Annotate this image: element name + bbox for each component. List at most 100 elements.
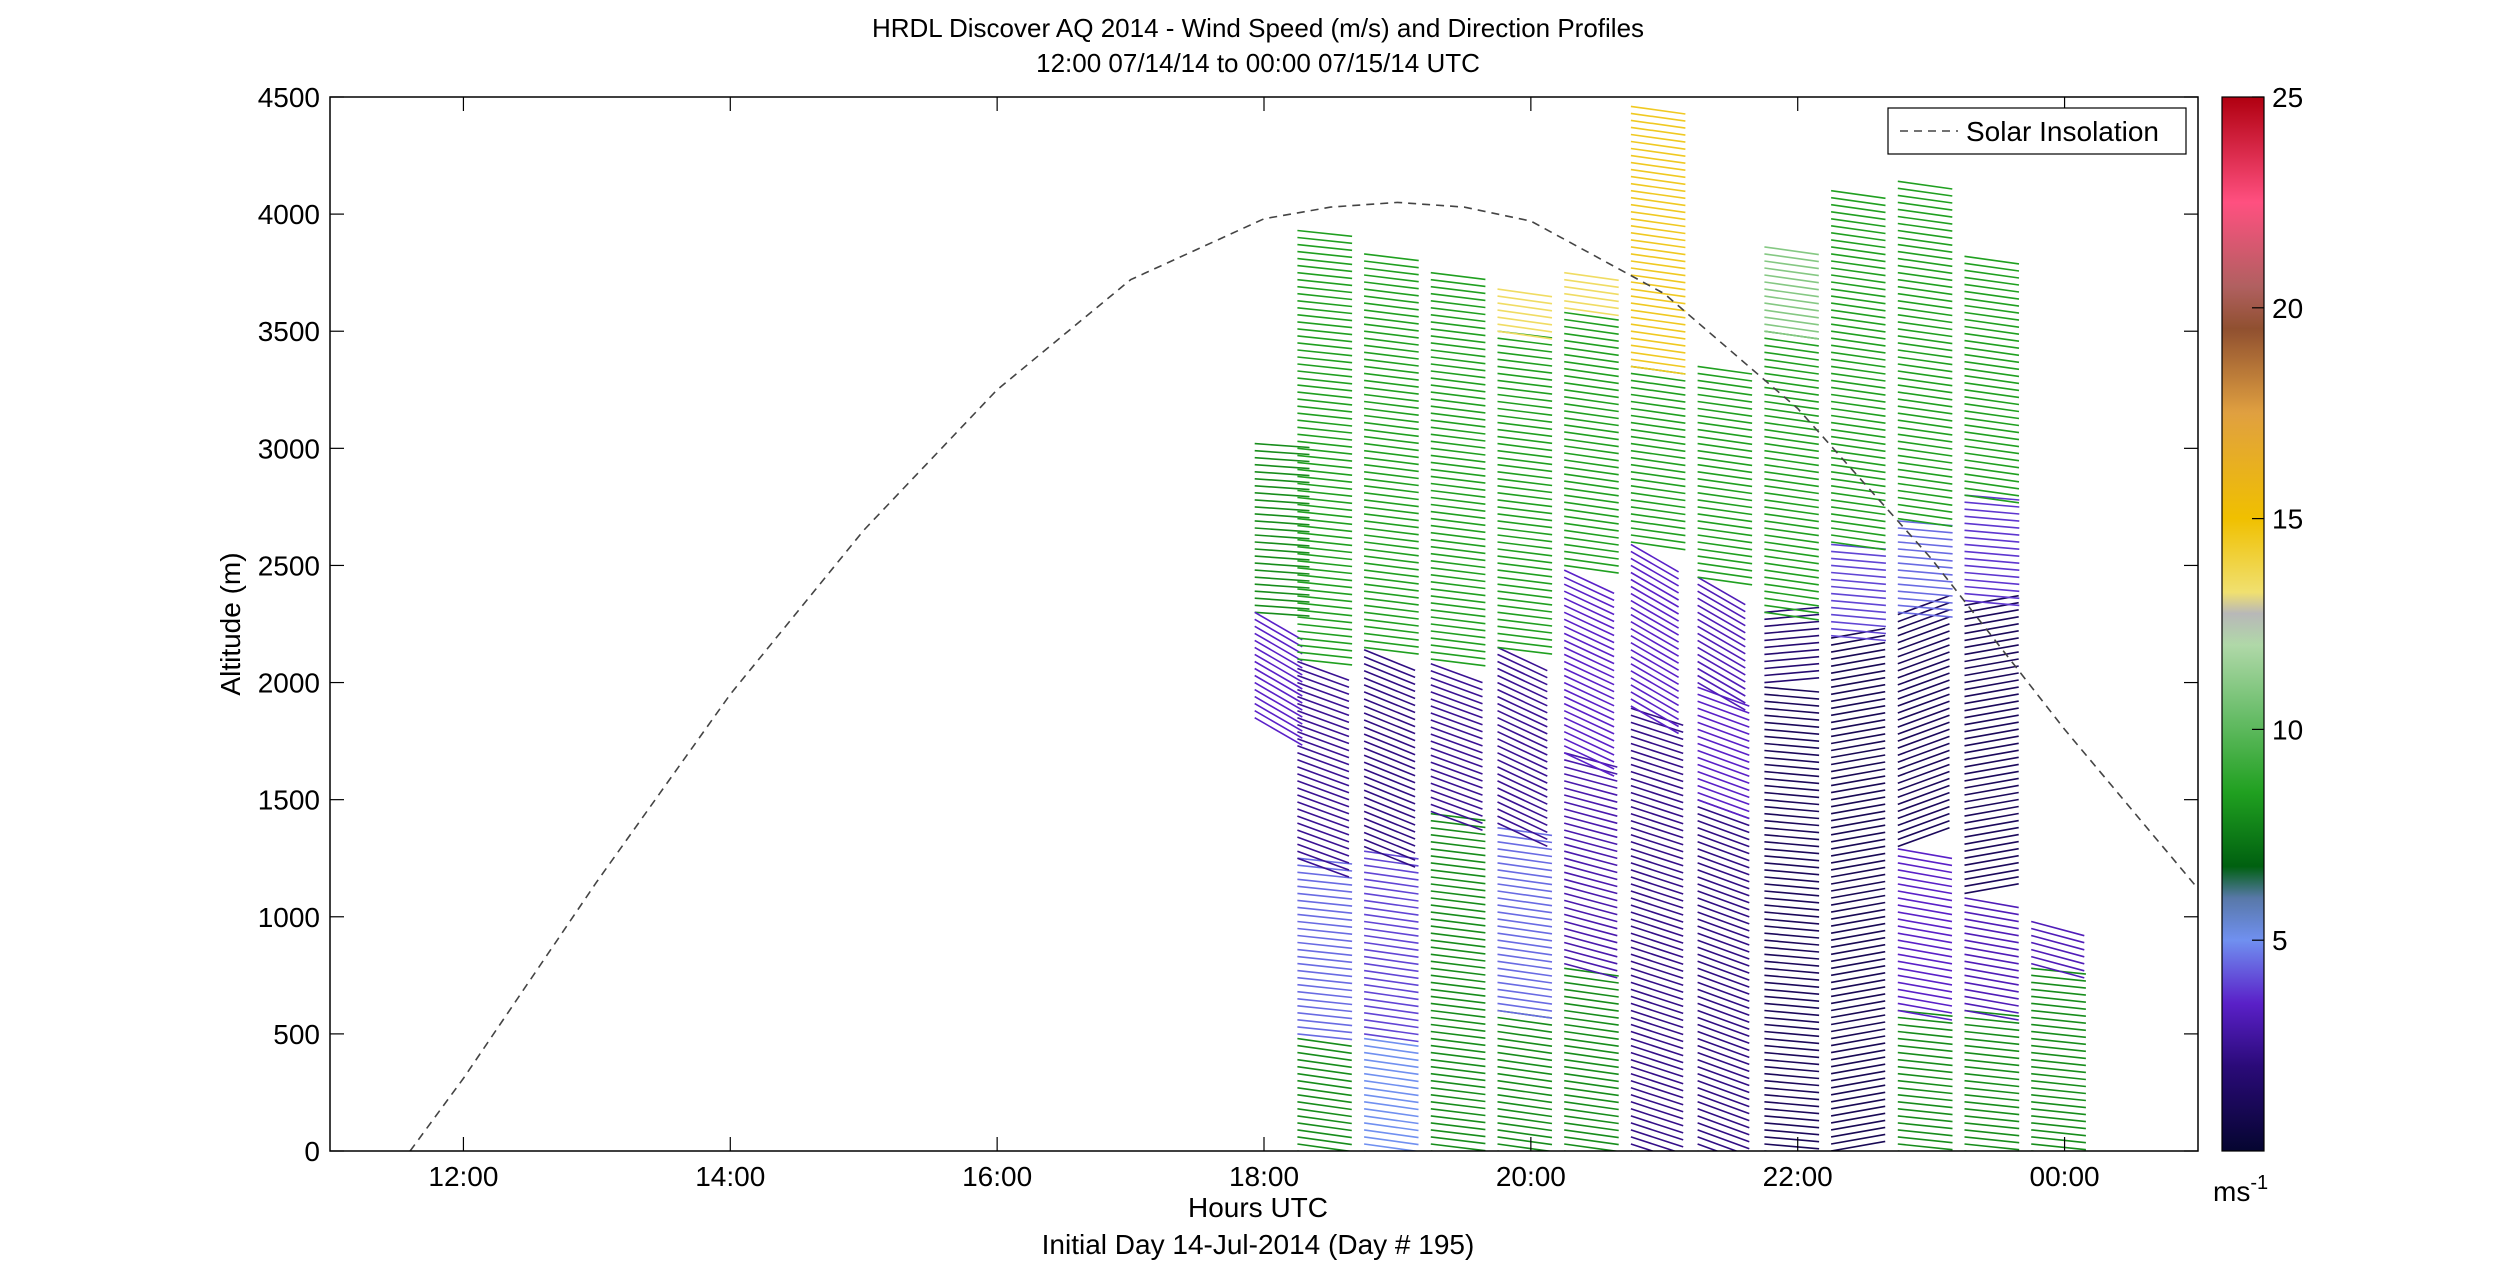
- wind-barb: [1764, 562, 1819, 572]
- wind-barb: [1497, 646, 1553, 655]
- wind-barb: [1497, 738, 1548, 763]
- wind-barb: [1764, 463, 1819, 474]
- wind-barb: [1563, 576, 1615, 602]
- wind-barb: [1764, 834, 1820, 841]
- wind-barb: [1497, 932, 1553, 942]
- wind-barb: [1297, 349, 1353, 357]
- wind-barb: [1697, 777, 1750, 799]
- wind-barb: [1697, 463, 1753, 474]
- wind-barb: [1497, 632, 1553, 641]
- wind-barb: [1764, 400, 1819, 410]
- wind-barb: [1497, 911, 1553, 921]
- wind-barb: [1564, 300, 1619, 310]
- wind-barb: [1964, 508, 2020, 515]
- wind-barb: [1630, 1023, 1684, 1043]
- wind-barb: [1563, 752, 1615, 777]
- wind-barb: [1897, 517, 1953, 528]
- wind-barb: [1764, 805, 1820, 813]
- wind-barb: [1297, 602, 1353, 610]
- chart-subtitle: 12:00 07/14/14 to 00:00 07/15/14 UTC: [1036, 48, 1480, 78]
- wind-barb: [1897, 1037, 1953, 1046]
- wind-barb: [1297, 752, 1350, 773]
- wind-barb: [1363, 1033, 1419, 1043]
- wind-barb: [1297, 1072, 1352, 1083]
- wind-barb: [1964, 494, 2020, 504]
- wind-barb: [1363, 1094, 1419, 1104]
- wind-barb: [1430, 848, 1486, 857]
- wind-barb: [1630, 323, 1686, 333]
- wind-barb: [1897, 862, 1953, 874]
- wind-barb: [1764, 756, 1820, 764]
- wind-barb: [1430, 747, 1483, 768]
- wind-barb: [1697, 855, 1750, 876]
- wind-barb: [1764, 1108, 1820, 1115]
- wind-barb: [1364, 583, 1419, 592]
- wind-barb: [1964, 255, 2020, 265]
- wind-barb: [1363, 1058, 1419, 1069]
- wind-barb: [1497, 808, 1548, 834]
- wind-barb: [1430, 658, 1486, 667]
- wind-barb: [1497, 337, 1553, 346]
- wind-barb: [1563, 927, 1618, 944]
- wind-barb: [1364, 267, 1419, 276]
- wind-barb: [1830, 421, 1886, 431]
- wind-barb: [1363, 656, 1416, 679]
- wind-barb: [1363, 663, 1416, 686]
- wind-barb: [1964, 974, 2019, 986]
- wind-barb: [1364, 604, 1419, 613]
- wind-barb: [1364, 295, 1419, 304]
- wind-barb: [1564, 1058, 1619, 1069]
- wind-barb: [1630, 827, 1684, 846]
- wind-barb: [1830, 873, 1886, 885]
- wind-barb: [1297, 1012, 1353, 1020]
- legend: Solar Insolation: [1887, 107, 2187, 155]
- wind-barb: [1254, 688, 1303, 718]
- wind-barb: [1430, 810, 1483, 831]
- wind-barb: [1964, 473, 2020, 483]
- y-tick-label: 3000: [258, 433, 320, 464]
- wind-barb: [1364, 485, 1419, 494]
- wind-barb: [1497, 365, 1553, 374]
- wind-barb: [1297, 630, 1353, 638]
- wind-barb: [1964, 700, 2019, 712]
- wind-barb: [1497, 752, 1548, 777]
- wind-barb: [1497, 883, 1553, 893]
- wind-barb: [1430, 677, 1483, 698]
- wind-barb: [1254, 492, 1310, 498]
- wind-barb: [1964, 735, 2019, 747]
- y-tick-label: 3500: [258, 316, 320, 347]
- wind-barb: [1497, 639, 1553, 648]
- wind-barb: [1564, 452, 1619, 462]
- wind-barb: [1897, 911, 1953, 923]
- wind-barb: [1630, 1122, 1684, 1141]
- wind-barb: [1764, 897, 1820, 904]
- wind-barb: [1297, 1101, 1352, 1111]
- wind-barb: [1430, 637, 1486, 646]
- wind-barb: [1897, 271, 1953, 282]
- wind-barb: [1830, 288, 1886, 298]
- wind-barb: [1764, 869, 1820, 876]
- wind-barb: [1297, 688, 1350, 710]
- wind-barb: [1697, 791, 1750, 813]
- wind-barb: [1897, 391, 1953, 401]
- wind-barb: [1964, 522, 2020, 529]
- wind-barb: [1764, 1002, 1820, 1009]
- wind-barb: [1897, 721, 1950, 742]
- wind-barb: [1830, 648, 1886, 660]
- wind-barb: [1497, 716, 1548, 742]
- wind-barb: [1297, 440, 1353, 448]
- wind-barb: [1564, 529, 1619, 539]
- wind-barb: [1363, 990, 1419, 1001]
- wind-barb: [1964, 1115, 2020, 1123]
- wind-barb: [1564, 325, 1619, 335]
- wind-barb: [1630, 911, 1684, 930]
- wind-barb: [1630, 812, 1684, 832]
- wind-barb: [1830, 986, 1886, 998]
- wind-barb: [2031, 1058, 2086, 1067]
- wind-barb: [1897, 257, 1953, 268]
- wind-barb: [1897, 967, 1953, 979]
- wind-barb: [1564, 1101, 1619, 1111]
- wind-barb: [1497, 379, 1553, 388]
- wind-barb: [1563, 843, 1618, 860]
- wind-barb: [1830, 344, 1886, 354]
